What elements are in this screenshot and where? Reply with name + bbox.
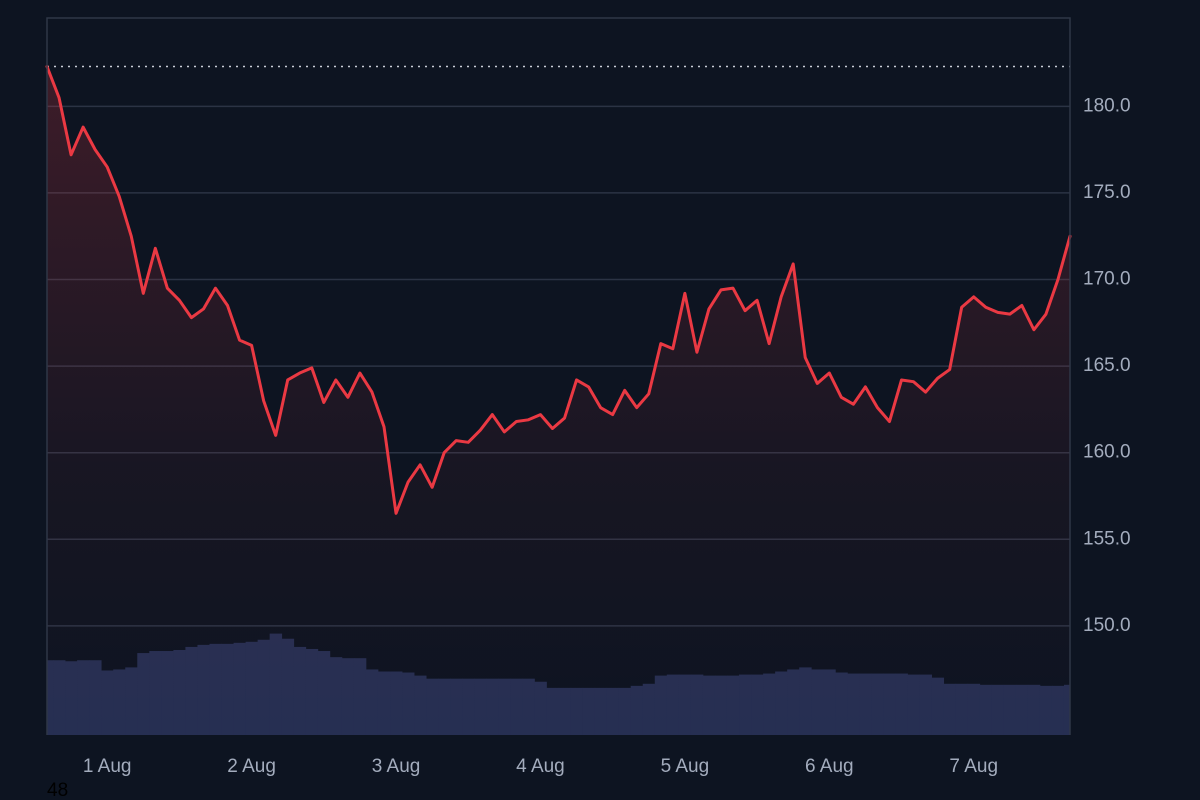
x-tick-label: 6 Aug bbox=[805, 756, 854, 777]
y-tick-label: 160.0 bbox=[1083, 442, 1131, 463]
y-tick-label: 155.0 bbox=[1083, 528, 1131, 549]
price-area bbox=[47, 66, 1070, 736]
x-tick-label: 7 Aug bbox=[949, 756, 998, 777]
y-tick-label: 165.0 bbox=[1083, 355, 1131, 376]
price-line bbox=[45, 64, 1072, 515]
x-tick-label: 5 Aug bbox=[661, 756, 710, 777]
labels: 150.0 155.0 160.0 165.0 170.0 175.0 180.0 1 Aug… bbox=[83, 95, 1131, 777]
y-tick-label: 180.0 bbox=[1083, 95, 1131, 116]
y-tick-label: 175.0 bbox=[1083, 182, 1131, 203]
y-tick-label: 170.0 bbox=[1083, 269, 1131, 290]
x-tick-label: 3 Aug bbox=[372, 756, 421, 777]
x-tick-label: 4 Aug bbox=[516, 756, 565, 777]
footnote: 48 bbox=[47, 780, 68, 800]
y-tick-label: 150.0 bbox=[1083, 615, 1131, 636]
plot-frame bbox=[46, 17, 1071, 735]
x-tick-label: 2 Aug bbox=[227, 756, 276, 777]
x-tick-label: 1 Aug bbox=[83, 756, 132, 777]
price bbox=[45, 64, 1072, 736]
